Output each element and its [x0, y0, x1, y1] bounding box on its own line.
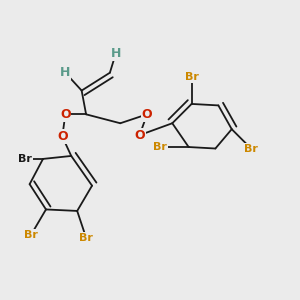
Text: Br: Br	[18, 154, 32, 164]
Text: O: O	[134, 129, 145, 142]
Text: Br: Br	[244, 143, 258, 154]
Text: O: O	[142, 108, 152, 121]
Text: H: H	[111, 47, 121, 60]
Text: Br: Br	[79, 233, 93, 243]
Text: Br: Br	[185, 72, 199, 82]
Text: O: O	[57, 130, 68, 143]
Text: Br: Br	[154, 142, 167, 152]
Text: Br: Br	[24, 230, 38, 240]
Text: H: H	[60, 66, 70, 79]
Text: O: O	[60, 108, 70, 121]
